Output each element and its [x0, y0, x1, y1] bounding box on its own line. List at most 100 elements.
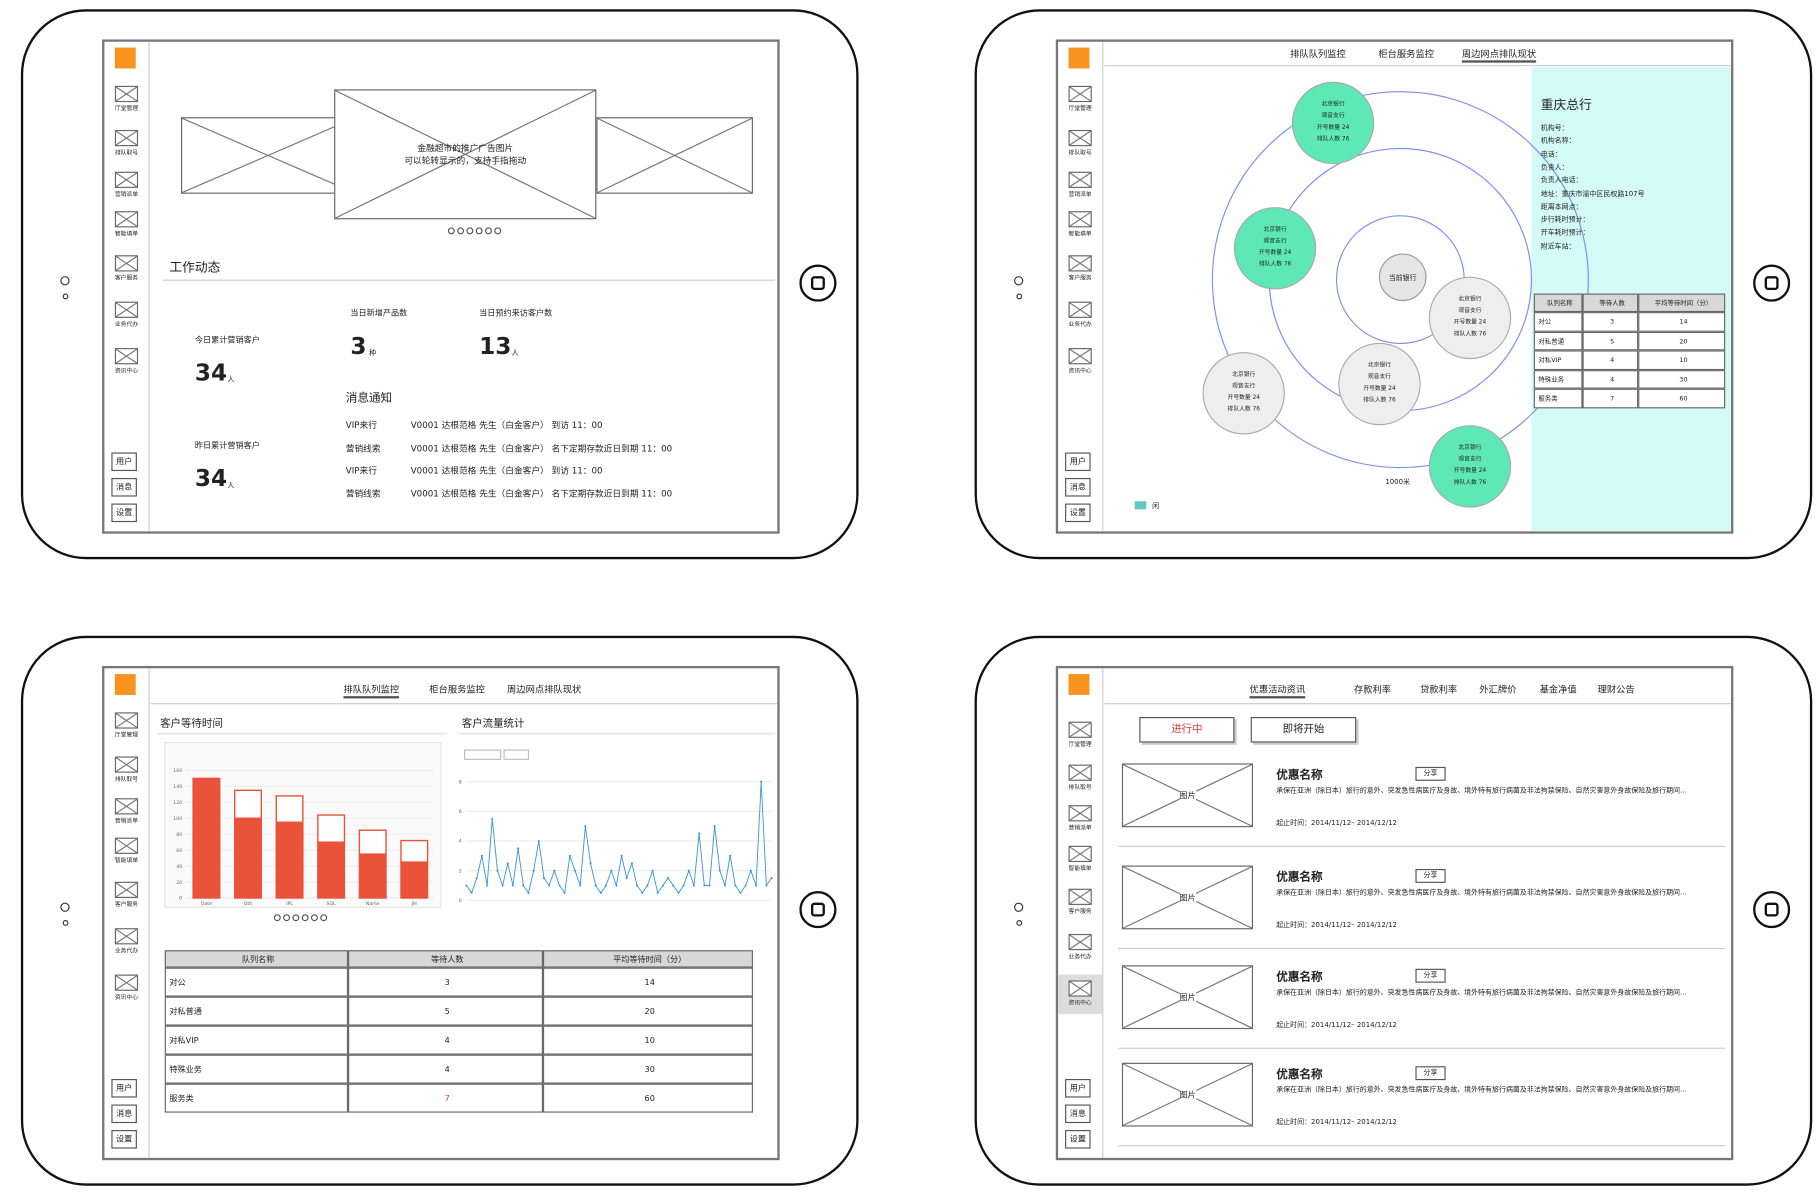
- bubble-text[interactable]: 开号数量 24: [1227, 394, 1260, 402]
- item-title[interactable]: 优惠名称: [1276, 1068, 1323, 1082]
- filter-button[interactable]: 进行中: [1139, 717, 1235, 743]
- item-title[interactable]: 优惠名称: [1276, 871, 1323, 885]
- nav-label[interactable]: 资讯中心: [1068, 367, 1092, 375]
- carousel-dot[interactable]: [292, 914, 300, 922]
- tab[interactable]: 外汇牌价: [1479, 684, 1517, 695]
- tab[interactable]: 排队队列监控: [1290, 48, 1346, 60]
- bubble-text[interactable]: 北京银行: [1458, 295, 1482, 303]
- share-tag[interactable]: 分享: [1415, 968, 1446, 983]
- bubble-text[interactable]: 排队人数 76: [1316, 135, 1350, 143]
- tab[interactable]: 理财公告: [1597, 684, 1635, 695]
- nav-button[interactable]: 设置: [111, 503, 137, 523]
- tab[interactable]: 优惠活动资讯: [1249, 683, 1306, 699]
- tab[interactable]: 贷款利率: [1420, 684, 1458, 695]
- nav-label[interactable]: 智能填单: [1068, 865, 1092, 873]
- nav-label[interactable]: 厅堂管理: [114, 732, 139, 740]
- nav-label[interactable]: 业务代办: [114, 947, 139, 955]
- tab[interactable]: 柜台服务监控: [1378, 48, 1435, 60]
- bubble-text[interactable]: 北京银行: [1321, 100, 1345, 108]
- nav-label[interactable]: 客户服务: [114, 901, 139, 909]
- nav-label[interactable]: 业务代办: [1068, 321, 1092, 329]
- home-button[interactable]: [1753, 891, 1791, 929]
- bubble-text[interactable]: 观音支行: [1232, 382, 1256, 390]
- bubble-text[interactable]: 观音支行: [1321, 112, 1345, 120]
- nav-label[interactable]: 智能填单: [1068, 230, 1092, 238]
- nav-label[interactable]: 厅堂管理: [1068, 105, 1092, 113]
- nav-label[interactable]: 营销派单: [1068, 191, 1092, 199]
- nav-label[interactable]: 业务代办: [114, 321, 139, 329]
- home-button[interactable]: [1753, 264, 1791, 302]
- nav-label[interactable]: 营销派单: [114, 817, 139, 825]
- bubble-text[interactable]: 观音支行: [1263, 237, 1287, 245]
- bubble-text[interactable]: 开号数量 24: [1316, 124, 1350, 132]
- carousel-dot[interactable]: [273, 914, 281, 922]
- bubble-text[interactable]: 北京银行: [1232, 371, 1256, 379]
- bubble-text[interactable]: 排队人数 76: [1258, 261, 1292, 269]
- bubble-text[interactable]: 开号数量 24: [1453, 467, 1487, 475]
- carousel-dot[interactable]: [457, 227, 465, 235]
- nav-button[interactable]: 用户: [111, 452, 137, 472]
- bubble-text[interactable]: 排队人数 76: [1227, 406, 1260, 414]
- bubble-text[interactable]: 排队人数 76: [1363, 396, 1396, 404]
- carousel-dot[interactable]: [484, 227, 492, 235]
- nav-label[interactable]: 智能填单: [114, 230, 139, 238]
- bubble-text[interactable]: 开号数量 24: [1363, 385, 1396, 393]
- nav-button[interactable]: 消息: [111, 1104, 137, 1124]
- carousel-dot[interactable]: [447, 227, 455, 235]
- carousel-dot[interactable]: [466, 227, 474, 235]
- nav-button[interactable]: 消息: [1065, 1104, 1091, 1124]
- nav-label[interactable]: 资讯中心: [114, 367, 139, 375]
- nav-label[interactable]: 客户服务: [114, 274, 139, 282]
- carousel-dot[interactable]: [301, 914, 309, 922]
- nav-button[interactable]: 用户: [1065, 1078, 1091, 1098]
- nav-label[interactable]: 排队取号: [114, 776, 139, 784]
- tab[interactable]: 周边网点排队现状: [1461, 48, 1537, 63]
- nav-label[interactable]: 厅堂管理: [1068, 741, 1092, 749]
- nav-button[interactable]: 设置: [1065, 1130, 1091, 1149]
- nav-label[interactable]: 资讯中心: [114, 994, 139, 1002]
- tab[interactable]: 柜台服务监控: [429, 684, 485, 695]
- bubble-text[interactable]: 北京银行: [1367, 361, 1392, 369]
- tab[interactable]: 周边网点排队现状: [507, 684, 582, 695]
- nav-button[interactable]: 用户: [111, 1078, 137, 1098]
- bubble-text[interactable]: 观音支行: [1458, 455, 1482, 463]
- nav-label[interactable]: 客户服务: [1068, 274, 1092, 282]
- nav-button[interactable]: 设置: [1065, 503, 1091, 523]
- bubble-text[interactable]: 观音支行: [1367, 373, 1392, 381]
- nav-label[interactable]: 营销派单: [1068, 824, 1092, 832]
- carousel-dot[interactable]: [310, 914, 318, 922]
- filter-button[interactable]: 即将开始: [1250, 717, 1357, 743]
- carousel-dot[interactable]: [475, 227, 483, 235]
- nav-label[interactable]: 业务代办: [1068, 953, 1092, 961]
- nav-label[interactable]: 智能填单: [114, 857, 139, 865]
- item-title[interactable]: 优惠名称: [1276, 769, 1323, 782]
- bubble-text[interactable]: 北京银行: [1263, 226, 1287, 234]
- tab[interactable]: 排队队列监控: [343, 683, 400, 699]
- nav-button[interactable]: 消息: [1065, 478, 1091, 497]
- carousel-dot[interactable]: [283, 914, 291, 922]
- tab[interactable]: 基金净值: [1539, 684, 1577, 695]
- carousel-dot[interactable]: [494, 227, 502, 235]
- carousel-dot[interactable]: [320, 914, 328, 922]
- nav-button[interactable]: 设置: [111, 1130, 137, 1149]
- bubble-text[interactable]: 排队人数 76: [1453, 330, 1487, 338]
- tab[interactable]: 存款利率: [1353, 684, 1392, 695]
- share-tag[interactable]: 分享: [1415, 766, 1446, 781]
- dropdown[interactable]: [503, 749, 530, 760]
- bubble-text[interactable]: 观音支行: [1458, 307, 1482, 315]
- share-tag[interactable]: 分享: [1415, 868, 1446, 883]
- home-button[interactable]: [799, 891, 837, 929]
- nav-label[interactable]: 客户服务: [1068, 908, 1092, 916]
- share-tag[interactable]: 分享: [1415, 1066, 1446, 1081]
- nav-button[interactable]: 用户: [1065, 452, 1091, 472]
- nav-label[interactable]: 资讯中心: [1068, 1000, 1092, 1008]
- bubble-text[interactable]: 开号数量 24: [1453, 319, 1487, 327]
- item-title[interactable]: 优惠名称: [1276, 971, 1323, 984]
- nav-label[interactable]: 厅堂管理: [114, 105, 139, 113]
- nav-label[interactable]: 营销派单: [114, 191, 139, 199]
- home-button[interactable]: [799, 264, 837, 302]
- nav-label[interactable]: 排队取号: [1068, 784, 1092, 792]
- nav-button[interactable]: 消息: [111, 478, 137, 497]
- dropdown[interactable]: [464, 749, 502, 760]
- nav-label[interactable]: 排队取号: [114, 149, 139, 157]
